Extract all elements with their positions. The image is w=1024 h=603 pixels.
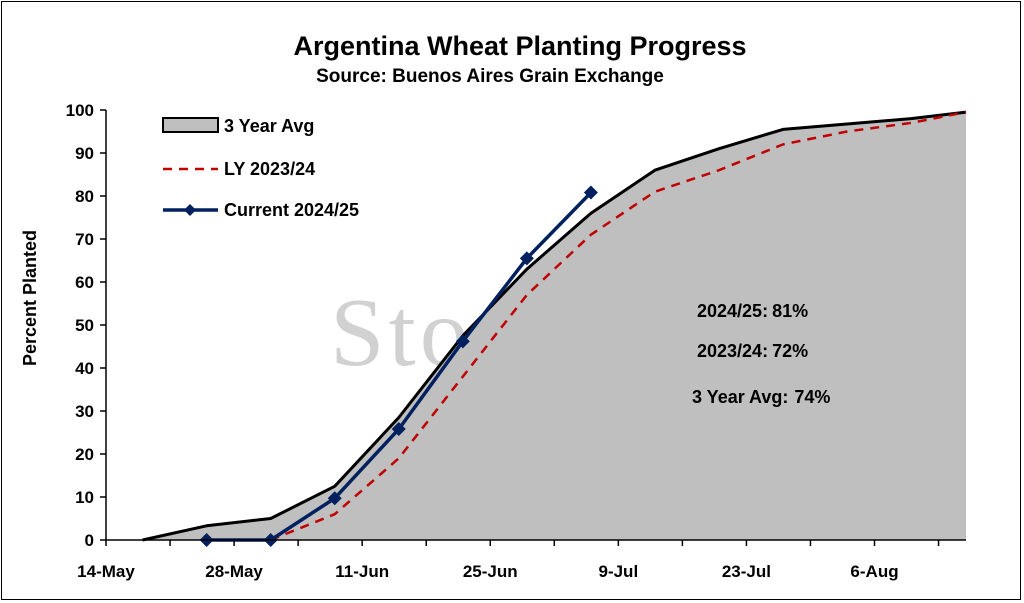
annotation-current: 2024/25: 81%	[697, 301, 808, 321]
annotation-current-value: 81%	[772, 301, 808, 321]
x-tick-label-5: 23-Jul	[722, 562, 771, 581]
legend-marker-current	[184, 204, 196, 216]
legend-label-current: Current 2024/25	[224, 200, 359, 220]
annotation-avg: 3 Year Avg: 74%	[692, 387, 830, 407]
chart-subtitle: Source: Buenos Aires Grain Exchange	[316, 66, 664, 87]
annotation-ly-label: 2023/24:	[697, 341, 768, 361]
series-area-3-year-avg	[142, 112, 967, 540]
y-axis-label: Percent Planted	[20, 230, 40, 366]
legend-label-ly: LY 2023/24	[224, 159, 315, 179]
y-tick-label-40: 40	[75, 359, 94, 378]
chart-title: Argentina Wheat Planting Progress	[293, 31, 746, 61]
legend-swatch-3-year-avg	[162, 117, 219, 133]
x-tick-label-0: 14-May	[77, 562, 135, 581]
y-tick-label-10: 10	[75, 488, 94, 507]
y-tick-label-60: 60	[75, 273, 94, 292]
point-current-4	[455, 334, 470, 349]
point-current-6	[583, 185, 598, 200]
annotations: 2024/25: 81% 2023/24: 72% 3 Year Avg: 74%	[692, 301, 830, 407]
x-tick-label-2: 11-Jun	[335, 562, 389, 581]
y-tick-label-70: 70	[75, 230, 94, 249]
x-tick-label-1: 28-May	[205, 562, 263, 581]
annotation-ly-value: 72%	[772, 341, 808, 361]
legend-label-3-year-avg: 3 Year Avg	[224, 116, 314, 136]
annotation-avg-value: 74%	[794, 387, 830, 407]
legend: 3 Year Avg LY 2023/24 Current 2024/25	[162, 116, 359, 220]
axes: 0 10 20 30 40 50 60 70 80 90 100 14-May 28-May 11-Jun…	[66, 101, 966, 581]
annotation-avg-label: 3 Year Avg:	[692, 387, 788, 407]
point-current-2	[327, 491, 342, 506]
y-tick-label-50: 50	[75, 316, 94, 335]
y-tick-label-0: 0	[85, 531, 94, 550]
y-tick-label-100: 100	[66, 101, 94, 120]
y-tick-label-30: 30	[75, 402, 94, 421]
x-tick-label-6: 6-Aug	[850, 562, 898, 581]
y-tick-label-80: 80	[75, 187, 94, 206]
annotation-current-label: 2024/25:	[697, 301, 768, 321]
series-line-3-year-avg	[142, 110, 967, 542]
point-current-5	[519, 251, 534, 266]
x-tick-label-4: 9-Jul	[598, 562, 638, 581]
x-tick-label-3: 25-Jun	[463, 562, 518, 581]
point-current-3	[391, 422, 406, 437]
annotation-ly: 2023/24: 72%	[697, 341, 808, 361]
y-tick-label-90: 90	[75, 144, 94, 163]
y-tick-label-20: 20	[75, 445, 94, 464]
series-line-ly	[270, 110, 967, 542]
